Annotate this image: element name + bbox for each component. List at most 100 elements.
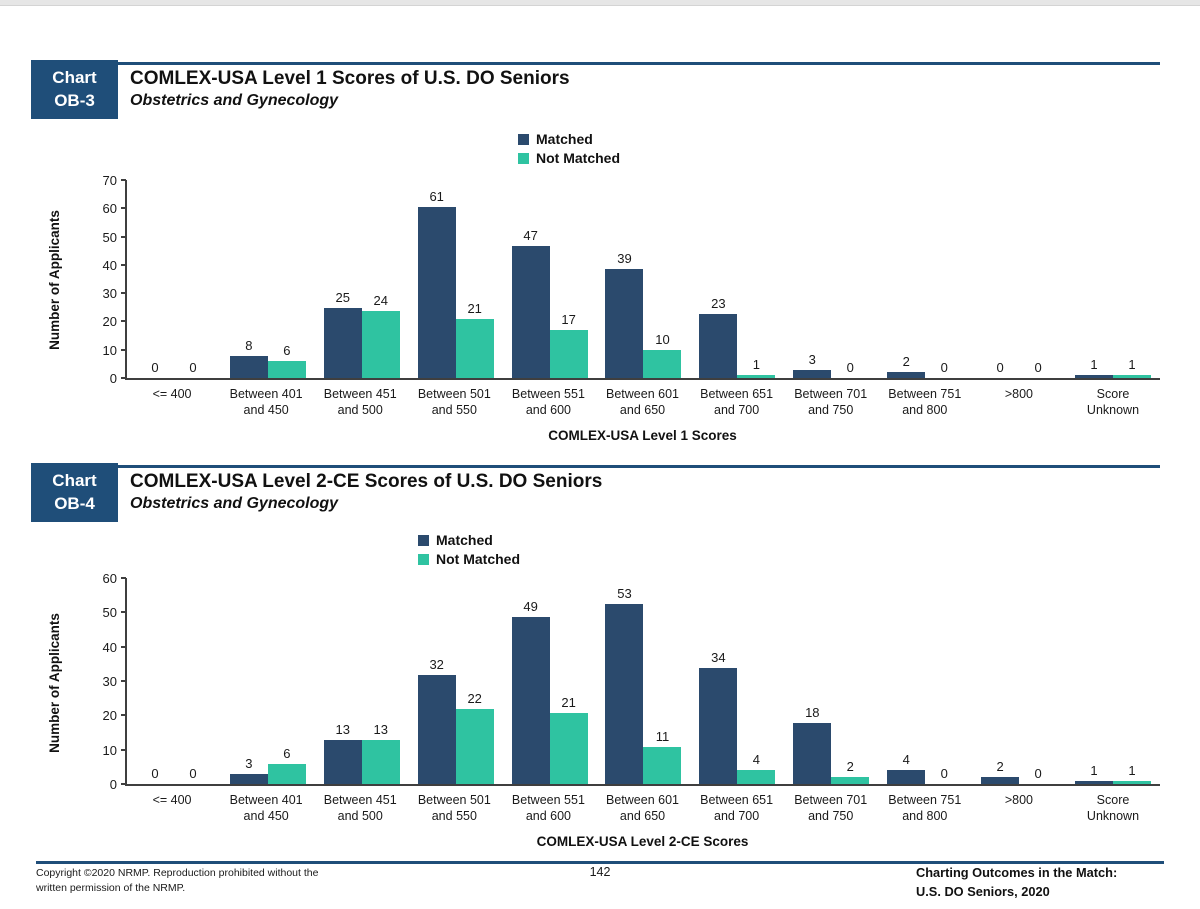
bar-value-label: 0 [189,766,197,781]
bar-not-matched: 22 [455,691,494,784]
bar-matched: 39 [605,251,644,378]
y-axis-tick [121,348,126,351]
bar-value-label: 2 [846,759,854,775]
x-axis-category-line: Between 601 [606,793,679,807]
x-axis-category-label: <= 400 [125,386,219,418]
bar-value-label: 23 [711,295,726,311]
bar-not-matched: 10 [643,332,682,378]
chart-title: COMLEX-USA Level 2-CE Scores of U.S. DO … [130,471,603,492]
bar-matched: 1 [1075,357,1114,378]
bar-not-matched: 4 [737,752,776,784]
x-axis-category-label: Between 501 and 550 [407,792,501,824]
y-axis-tick [121,377,126,379]
bar-value-label: 1 [1128,357,1136,373]
bar-group: 13 13 [315,578,409,784]
x-axis-category-line: and 550 [431,403,477,417]
bar-value-label: 2 [996,759,1004,775]
x-axis-category-line: Score [1096,387,1130,401]
x-axis-category-line: and 750 [808,403,854,417]
bar-group: 32 22 [409,578,503,784]
bar-group: 39 10 [597,180,691,378]
legend-item: Not Matched [418,551,520,567]
y-axis-tick-label: 0 [109,371,117,386]
bar-value-label: 0 [1034,360,1042,375]
bar-value-label: 13 [335,721,350,737]
x-axis-category-line: Unknown [1086,809,1140,823]
x-axis-category-line: and 500 [337,403,383,417]
bar-groups: 0 0 8 6 25 24 61 21 47 17 39 10 23 1 3 0 2 0 0 0 1 1 [127,180,1160,378]
y-axis-tick [121,263,126,266]
bar-not-matched: 21 [455,301,494,378]
chart-badge-ob4: Chart OB-4 [31,463,118,522]
x-axis-category-label: Between 701 and 750 [784,792,878,824]
x-axis-category-line: and 550 [431,809,477,823]
bar-group: 47 17 [503,180,597,378]
bar-value-label: 0 [996,360,1004,375]
x-axis-title: COMLEX-USA Level 1 Scores [548,428,737,443]
x-axis-category-line: and 650 [619,403,666,417]
y-axis-tick [121,611,126,614]
bar-value-label: 4 [902,752,910,768]
x-axis-category-label: Between 601 and 650 [595,792,689,824]
bar-value-label: 0 [151,766,159,781]
y-axis-tick [121,235,126,238]
bar-matched: 18 [793,705,832,784]
x-axis-category-line: Between 701 [794,793,868,807]
x-axis-category-line: Between 501 [417,387,491,401]
x-axis-category-label: >800 [972,386,1066,418]
x-axis-category-label: Between 751 and 800 [878,386,972,418]
bar-value-label: 32 [429,657,444,673]
bar-value-label: 49 [523,599,538,615]
x-axis-category-label: Between 401 and 450 [219,386,313,418]
chart-subtitle: Obstetrics and Gynecology [130,495,339,512]
y-axis-tick-label: 20 [102,314,117,330]
x-axis-category-line: and 800 [902,809,948,823]
bar-groups: 0 0 3 6 13 13 32 22 49 21 53 11 34 4 18 2 4 0 2 0 1 1 [127,578,1160,784]
y-axis-tick-label: 50 [102,229,117,245]
x-axis-category-label: Between 501 and 550 [407,386,501,418]
bar-group: 61 21 [409,180,503,378]
y-axis-tick-label: 60 [102,571,117,586]
viewer-edge [0,0,1200,6]
x-axis-category-line: and 700 [714,403,760,417]
x-axis-category-line: Between 451 [323,793,397,807]
bar-value-label: 0 [940,360,948,375]
publication-title: Charting Outcomes in the Match: U.S. DO … [916,864,1117,901]
x-axis-category-line: and 600 [525,809,572,823]
bar-value-label: 3 [808,351,816,367]
x-axis-category-label: Between 451 and 500 [313,386,407,418]
bar-group: 18 2 [784,578,878,784]
chart-badge-line1: Chart [52,67,97,87]
bar-value-label: 24 [373,292,388,308]
bar-not-matched: 6 [267,746,306,784]
bar-value-label: 0 [846,360,854,375]
bar-value-label: 61 [429,189,444,205]
bar-not-matched: 21 [549,695,588,784]
legend: Matched Not Matched [518,131,620,166]
bar-value-label: 0 [1034,766,1042,781]
x-axis-category-line: Between 651 [700,387,774,401]
x-axis-category-line: and 450 [243,403,289,417]
publication-title-line2: U.S. DO Seniors, 2020 [916,883,1050,899]
x-axis-category-label: Between 751 and 800 [878,792,972,824]
bar-value-label: 39 [617,250,632,266]
x-axis-category-label: Between 601 and 650 [595,386,689,418]
y-axis-tick-label: 10 [102,742,117,758]
x-axis-category-line: and 750 [808,809,854,823]
x-axis-labels: <= 400 Between 401 and 450 Between 451 and 5… [125,386,1160,418]
bar-not-matched: 1 [737,357,776,378]
bar-matched: 1 [1075,763,1114,784]
bar-value-label: 10 [655,332,670,347]
page-number: 142 [589,865,611,879]
x-axis-category-line: Between 751 [888,387,962,401]
bar-matched: 13 [323,722,362,784]
publication-title-line1: Charting Outcomes in the Match: [916,865,1118,880]
x-axis-category-line: Between 601 [606,387,679,401]
bar-group: 25 24 [315,180,409,378]
chart-badge-ob3: Chart OB-3 [31,60,118,119]
y-axis-tick-label: 30 [102,674,117,689]
